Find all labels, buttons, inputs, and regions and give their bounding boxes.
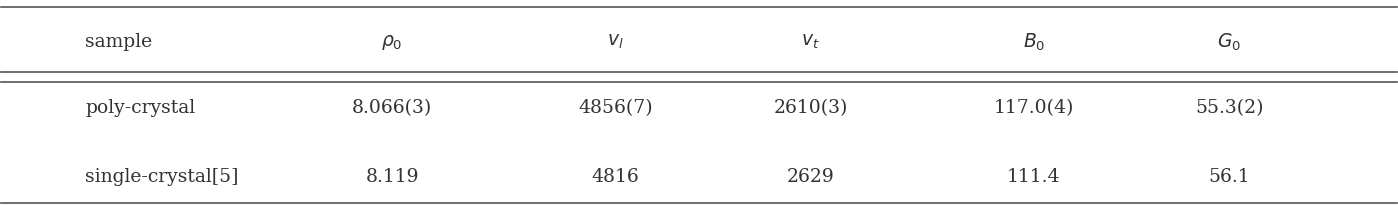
Text: 111.4: 111.4 (1007, 167, 1061, 185)
Text: 117.0(4): 117.0(4) (994, 98, 1074, 116)
Text: $B_0$: $B_0$ (1023, 32, 1046, 53)
Text: $G_0$: $G_0$ (1218, 32, 1241, 53)
Text: 56.1: 56.1 (1208, 167, 1250, 185)
Text: poly-crystal: poly-crystal (85, 98, 196, 116)
Text: $\rho_0$: $\rho_0$ (382, 33, 403, 52)
Text: sample: sample (85, 33, 152, 51)
Text: $v_l$: $v_l$ (607, 33, 624, 51)
Text: 8.119: 8.119 (365, 167, 419, 185)
Text: 8.066(3): 8.066(3) (352, 98, 432, 116)
Text: 4856(7): 4856(7) (577, 98, 653, 116)
Text: 55.3(2): 55.3(2) (1195, 98, 1264, 116)
Text: single-crystal[5]: single-crystal[5] (85, 167, 239, 185)
Text: 4816: 4816 (591, 167, 639, 185)
Text: 2629: 2629 (787, 167, 835, 185)
Text: 2610(3): 2610(3) (773, 98, 847, 116)
Text: $v_t$: $v_t$ (801, 33, 821, 51)
